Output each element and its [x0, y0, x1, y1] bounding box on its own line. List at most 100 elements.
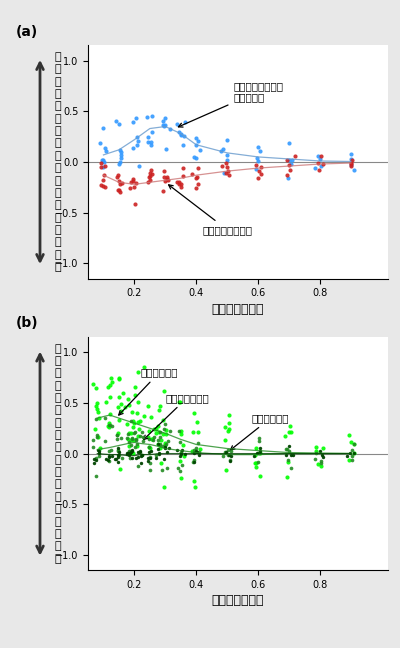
- Point: [190, 427, 197, 437]
- Point: [129, 406, 136, 417]
- Point: [133, 435, 139, 446]
- Point: [128, 447, 134, 457]
- Point: [126, 437, 132, 447]
- Point: [153, 428, 159, 439]
- Point: [116, 373, 122, 384]
- Point: [316, 165, 322, 175]
- Point: [162, 442, 168, 452]
- Text: の: の: [55, 406, 61, 415]
- Point: [132, 389, 138, 400]
- Point: [154, 435, 161, 445]
- Text: 膨: 膨: [55, 262, 61, 272]
- Point: [147, 465, 154, 475]
- Point: [105, 382, 111, 392]
- Point: [178, 472, 184, 483]
- Point: [112, 454, 118, 464]
- Point: [313, 442, 319, 452]
- Point: [286, 154, 292, 165]
- Point: [256, 166, 262, 176]
- Point: [160, 415, 166, 425]
- Point: [125, 429, 131, 439]
- Point: [109, 451, 115, 461]
- Point: [318, 461, 325, 471]
- Point: [137, 447, 143, 457]
- Point: [146, 426, 152, 436]
- Point: [163, 429, 170, 439]
- Text: ー: ー: [55, 529, 61, 539]
- Point: [315, 150, 321, 161]
- Point: [288, 463, 294, 474]
- Point: [225, 445, 232, 455]
- Point: [193, 446, 199, 456]
- Point: [285, 457, 291, 467]
- Point: [348, 161, 354, 171]
- Point: [114, 450, 121, 460]
- Point: [102, 181, 108, 192]
- Point: [224, 135, 231, 145]
- Text: 益: 益: [55, 430, 61, 440]
- Point: [157, 457, 164, 468]
- Text: さ: さ: [55, 151, 61, 161]
- Point: [351, 448, 357, 458]
- Point: [223, 446, 229, 457]
- Point: [92, 383, 99, 393]
- Point: [196, 447, 202, 457]
- Point: [126, 441, 132, 451]
- Point: [126, 450, 132, 460]
- Point: [121, 402, 128, 412]
- Point: [348, 148, 354, 159]
- Point: [147, 137, 154, 147]
- Point: [130, 435, 137, 445]
- Point: [161, 386, 167, 396]
- Point: [93, 470, 100, 481]
- Point: [160, 441, 166, 451]
- Point: [346, 454, 353, 465]
- Point: [112, 454, 119, 464]
- Point: [194, 179, 201, 189]
- Point: [145, 137, 152, 147]
- Point: [106, 422, 112, 433]
- Point: [315, 157, 321, 168]
- Point: [118, 452, 125, 463]
- Point: [194, 136, 201, 146]
- Point: [312, 446, 319, 456]
- Point: [101, 157, 108, 167]
- Point: [109, 421, 115, 431]
- Point: [286, 446, 293, 456]
- Point: [176, 426, 182, 436]
- Point: [163, 425, 170, 435]
- Point: [258, 161, 264, 172]
- Point: [255, 142, 261, 152]
- Point: [290, 450, 296, 460]
- Point: [162, 439, 169, 449]
- Point: [134, 132, 140, 143]
- Point: [106, 380, 113, 390]
- Point: [100, 155, 106, 165]
- Point: [150, 424, 157, 435]
- Point: [192, 482, 199, 492]
- Point: [146, 442, 152, 452]
- Point: [191, 456, 198, 467]
- Point: [146, 442, 152, 452]
- Point: [137, 446, 143, 456]
- Point: [285, 455, 292, 465]
- Point: [116, 373, 122, 384]
- Text: ー: ー: [55, 237, 61, 248]
- Point: [161, 454, 168, 465]
- Point: [350, 448, 357, 458]
- Point: [286, 160, 292, 170]
- Point: [157, 401, 163, 411]
- Point: [105, 421, 112, 432]
- Text: 度: 度: [55, 356, 61, 366]
- Point: [162, 113, 168, 123]
- Point: [252, 160, 259, 170]
- Point: [288, 159, 295, 170]
- Text: 保護区が中程度: 保護区が中程度: [144, 393, 209, 439]
- Point: [124, 448, 130, 459]
- Point: [130, 448, 136, 458]
- Point: [146, 434, 152, 444]
- Point: [117, 187, 124, 197]
- Point: [101, 435, 108, 446]
- Point: [350, 439, 357, 450]
- Point: [226, 410, 232, 420]
